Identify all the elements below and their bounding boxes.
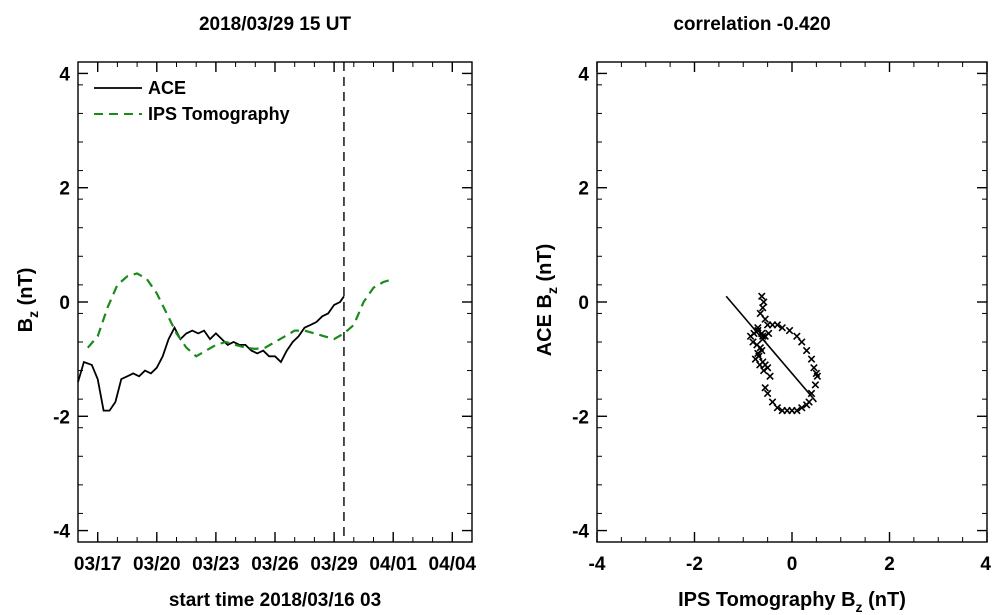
scatter-point: [763, 389, 772, 398]
scatter-point: [761, 383, 769, 392]
right-x-label-sub: z: [856, 599, 863, 615]
right-y-tick-label: 2: [578, 179, 589, 200]
scatter-point: [755, 352, 763, 361]
left-y-tick-label: -4: [53, 522, 70, 543]
right-y-tick-label: 4: [578, 64, 589, 85]
scatter-point: [756, 361, 764, 369]
left-chart-title: 2018/03/29 15 UT: [199, 14, 352, 35]
scatter-point: [758, 335, 767, 343]
scatter-point: [797, 403, 806, 412]
scatter-point: [766, 372, 774, 381]
left-x-tick-label: 03/29: [310, 554, 358, 575]
scatter-point: [785, 326, 794, 335]
right-y-label-unit: (nT): [534, 244, 556, 287]
right-x-axis-label: IPS Tomography Bz (nT): [678, 589, 906, 615]
left-y-axis-label: Bz (nT): [15, 268, 41, 333]
right-chart-title: correlation -0.420: [673, 14, 830, 35]
right-y-label-main: ACE B: [534, 294, 556, 356]
left-x-axis-label: start time 2018/03/16 03: [169, 590, 381, 611]
left-y-tick-label: -2: [53, 407, 70, 428]
scatter-point: [759, 366, 768, 375]
scatter-point: [810, 363, 818, 372]
svg-text:ACE Bz (nT): ACE Bz (nT): [534, 244, 560, 357]
left-y-tick-label: 4: [59, 64, 70, 85]
left-x-tick-label: 04/04: [429, 554, 477, 575]
right-x-tick-label: -4: [589, 554, 606, 575]
scatter-point: [807, 355, 816, 363]
legend-ips-label: IPS Tomography: [148, 104, 290, 124]
left-x-tick-label: 04/01: [369, 554, 417, 575]
legend-ace-label: ACE: [148, 78, 186, 98]
right-plot-frame: [596, 61, 988, 543]
left-plot-area: -4 -2 0 2 4 03/17 03/20 03/23 03/26 03/29 04/01 04/…: [53, 61, 477, 575]
left-y-label-unit: (nT): [15, 268, 37, 311]
left-x-tick-label: 03/26: [251, 554, 299, 575]
right-x-tick-label: -2: [686, 554, 703, 575]
right-y-label-sub: z: [544, 287, 560, 294]
right-y-tick-label: -4: [572, 522, 589, 543]
right-x-tick-label: 4: [980, 554, 991, 575]
left-y-label-main: B: [15, 318, 37, 332]
right-y-tick-label: 0: [578, 293, 589, 314]
scatter-point: [758, 346, 766, 355]
scatter-point: [773, 321, 782, 329]
left-x-tick-label: 03/17: [74, 554, 122, 575]
series-line-ace: [77, 295, 345, 412]
scatter-point: [758, 303, 767, 312]
scatter-point: [778, 323, 787, 332]
series-line-ips-tomography: [86, 272, 394, 358]
scatter-point: [768, 398, 777, 406]
right-x-label-unit: (nT): [863, 589, 906, 611]
svg-text:IPS Tomography Bz (nT): IPS Tomography Bz (nT): [678, 589, 906, 615]
right-x-tick-label: 0: [787, 554, 798, 575]
scatter-point: [758, 292, 766, 301]
left-plot-frame: [77, 61, 473, 543]
legend: ACE IPS Tomography: [94, 78, 290, 124]
left-y-label-sub: z: [25, 311, 41, 318]
left-y-tick-label: 2: [59, 179, 70, 200]
scatter-point: [761, 315, 769, 323]
scatter-point: [802, 401, 811, 409]
scatter-point: [778, 406, 787, 415]
scatter-point: [746, 332, 755, 341]
fit-line: [725, 295, 817, 403]
left-x-tick-label: 03/20: [133, 554, 181, 575]
scatter-point: [754, 323, 762, 332]
scatter-point: [813, 372, 822, 381]
scatter-point: [802, 346, 811, 355]
left-x-tick-label: 03/23: [192, 554, 240, 575]
right-x-tick-label: 2: [884, 554, 895, 575]
scatter-point: [758, 332, 767, 341]
right-y-axis-label: ACE Bz (nT): [534, 244, 560, 357]
right-x-label-main: IPS Tomography B: [678, 589, 855, 611]
svg-text:Bz (nT): Bz (nT): [15, 268, 41, 333]
right-plot-area: -4 -2 0 2 4 -4 -2 0 2 4: [572, 61, 991, 575]
left-y-tick-label: 0: [59, 293, 70, 314]
scatter-point: [807, 389, 816, 398]
right-y-tick-label: -2: [572, 407, 589, 428]
scatter-point: [811, 381, 820, 389]
scatter-point: [797, 338, 806, 346]
scatter-point: [759, 298, 768, 306]
